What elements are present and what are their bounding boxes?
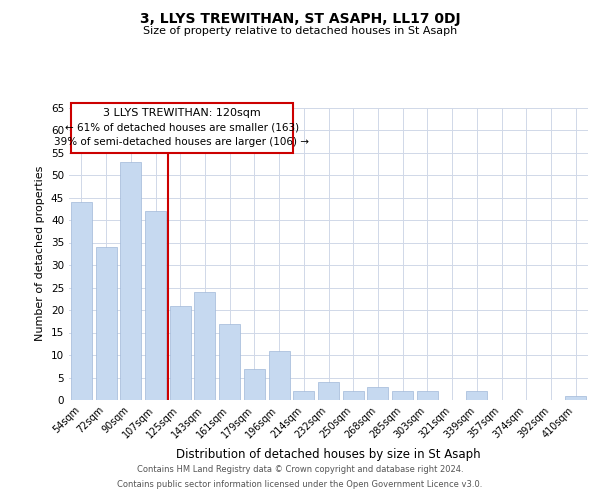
Bar	[120, 162, 141, 400]
Bar	[145, 211, 166, 400]
Bar	[95, 247, 116, 400]
Y-axis label: Number of detached properties: Number of detached properties	[35, 166, 46, 342]
Text: ← 61% of detached houses are smaller (163): ← 61% of detached houses are smaller (16…	[65, 123, 299, 133]
Bar	[71, 202, 92, 400]
Text: 3, LLYS TREWITHAN, ST ASAPH, LL17 0DJ: 3, LLYS TREWITHAN, ST ASAPH, LL17 0DJ	[140, 12, 460, 26]
Bar	[318, 382, 339, 400]
Bar	[343, 391, 364, 400]
Text: Contains HM Land Registry data © Crown copyright and database right 2024.: Contains HM Land Registry data © Crown c…	[137, 465, 463, 474]
Bar	[417, 391, 438, 400]
X-axis label: Distribution of detached houses by size in St Asaph: Distribution of detached houses by size …	[176, 448, 481, 461]
Bar	[367, 386, 388, 400]
Text: 39% of semi-detached houses are larger (106) →: 39% of semi-detached houses are larger (…	[55, 137, 310, 147]
Bar	[194, 292, 215, 400]
Text: Contains public sector information licensed under the Open Government Licence v3: Contains public sector information licen…	[118, 480, 482, 489]
Bar	[565, 396, 586, 400]
FancyBboxPatch shape	[71, 103, 293, 154]
Bar	[244, 368, 265, 400]
Bar	[219, 324, 240, 400]
Bar	[269, 350, 290, 400]
Bar	[466, 391, 487, 400]
Bar	[392, 391, 413, 400]
Bar	[293, 391, 314, 400]
Text: Size of property relative to detached houses in St Asaph: Size of property relative to detached ho…	[143, 26, 457, 36]
Bar	[170, 306, 191, 400]
Text: 3 LLYS TREWITHAN: 120sqm: 3 LLYS TREWITHAN: 120sqm	[103, 108, 260, 118]
